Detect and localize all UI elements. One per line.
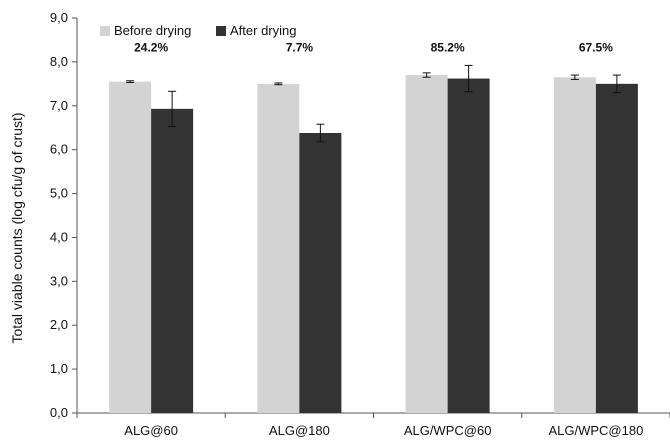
bars [109,75,638,414]
y-tick-label: 7,0 [50,98,68,113]
error-bars [126,64,621,143]
bar-before-drying [405,75,448,414]
bar-after-drying [595,83,638,413]
y-tick-label: 9,0 [50,10,68,25]
x-axis: ALG@60 ALG@180 ALG/WPC@60 ALG/WPC@180 [76,412,670,438]
x-tick-label: ALG@60 [124,423,178,438]
legend-label-before: Before drying [114,23,191,38]
x-tick-label: ALG/WPC@180 [548,423,643,438]
legend-label-after: After drying [230,23,296,38]
y-tick-label: 5,0 [50,186,68,201]
y-tick-label: 8,0 [50,54,68,69]
legend-swatch-before [100,26,110,36]
survival-annotation: 24.2% [134,41,168,55]
bar-before-drying [553,77,596,413]
legend: Before drying After drying [100,23,296,38]
y-tick-label: 4,0 [50,229,68,244]
y-tick-label: 6,0 [50,142,68,157]
bar-after-drying [447,78,490,414]
y-tick-label: 0,0 [50,405,68,420]
survival-annotation: 7.7% [286,41,314,55]
survival-annotation: 67.5% [579,41,613,55]
bar-after-drying [151,108,194,413]
y-axis: 0,0 1,0 2,0 3,0 4,0 5,0 6,0 7,0 8,0 9,0 [50,10,78,420]
survival-annotation: 85.2% [431,41,465,55]
y-tick-label: 3,0 [50,273,68,288]
bar-before-drying [109,81,152,413]
legend-swatch-after [216,26,226,36]
bar-before-drying [257,83,300,413]
annotations: 24.2% 7.7% 85.2% 67.5% [134,41,613,55]
y-tick-label: 1,0 [50,361,68,376]
y-tick-label: 2,0 [50,317,68,332]
x-tick-label: ALG@180 [269,423,330,438]
x-tick-label: ALG/WPC@60 [404,423,492,438]
bar-after-drying [299,132,342,413]
y-axis-title: Total viable counts (log cfu/g of crust) [9,112,25,343]
